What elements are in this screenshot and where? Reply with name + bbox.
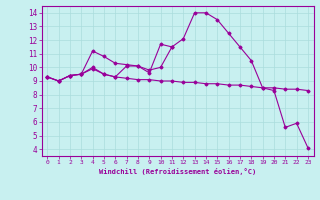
X-axis label: Windchill (Refroidissement éolien,°C): Windchill (Refroidissement éolien,°C) — [99, 168, 256, 175]
